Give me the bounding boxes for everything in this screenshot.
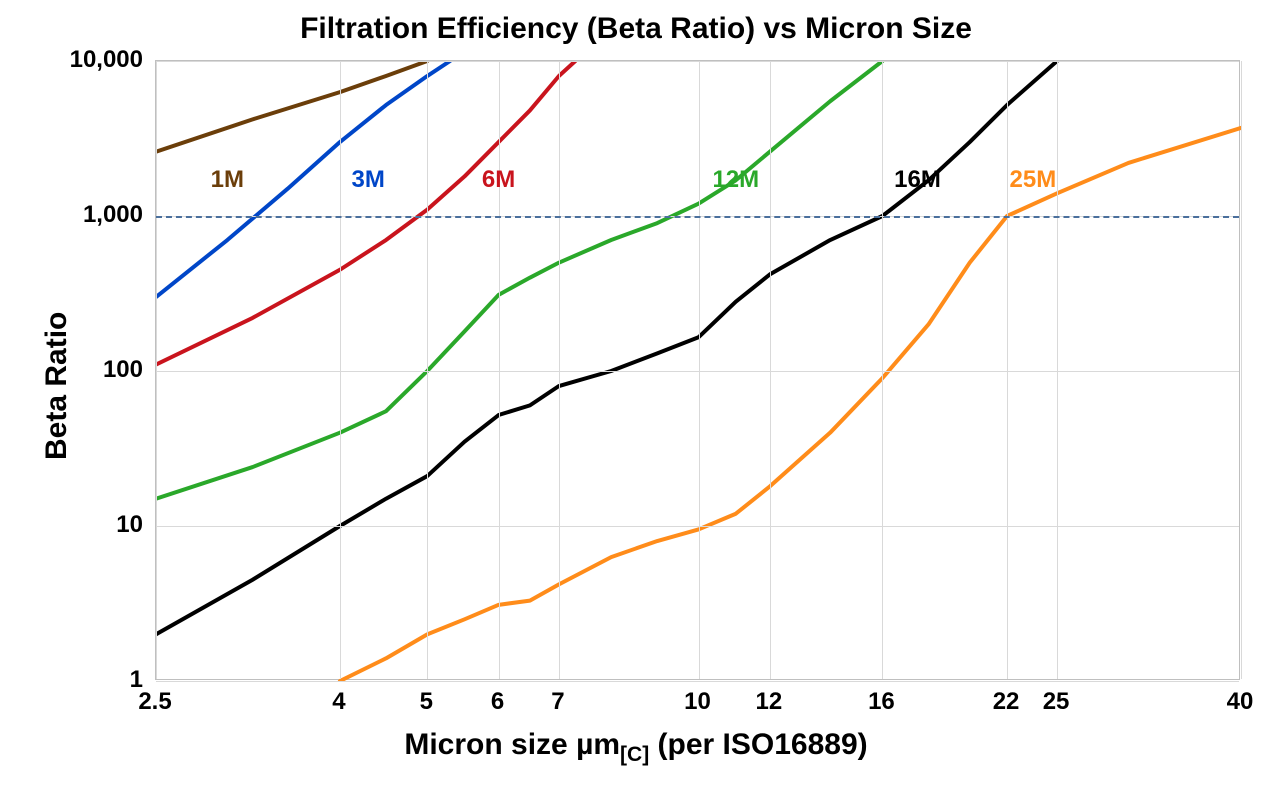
series-label-12M: 12M xyxy=(712,166,759,194)
grid-line-v xyxy=(1057,61,1058,679)
grid-line-v xyxy=(770,61,771,679)
x-tick-label: 2.5 xyxy=(138,688,171,716)
x-axis-title: Micron size µm[C] (per ISO16889) xyxy=(0,728,1272,767)
grid-line-v xyxy=(1241,61,1242,679)
grid-line-h xyxy=(156,371,1239,372)
series-label-16M: 16M xyxy=(894,166,941,194)
plot-area: 1M 3M 6M 12M 16M 25M xyxy=(155,60,1240,680)
grid-line-v xyxy=(1007,61,1008,679)
x-tick-label: 16 xyxy=(868,688,895,716)
series-line-3M xyxy=(156,61,450,297)
chart-title: Filtration Efficiency (Beta Ratio) vs Mi… xyxy=(0,12,1272,46)
series-line-12M xyxy=(156,61,882,499)
x-tick-label: 12 xyxy=(755,688,782,716)
grid-line-v xyxy=(499,61,500,679)
y-tick-label: 100 xyxy=(53,356,143,384)
x-tick-label: 5 xyxy=(420,688,433,716)
series-label-3M: 3M xyxy=(352,166,385,194)
series-label-1M: 1M xyxy=(211,166,244,194)
y-tick-label: 1,000 xyxy=(53,201,143,229)
grid-line-v xyxy=(427,61,428,679)
reference-line xyxy=(156,216,1239,218)
series-line-16M xyxy=(156,61,1057,634)
grid-line-v xyxy=(882,61,883,679)
grid-line-v xyxy=(559,61,560,679)
y-axis-title: Beta Ratio xyxy=(40,312,74,460)
x-tick-label: 25 xyxy=(1043,688,1070,716)
chart-container: { "chart": { "type": "line", "title": "F… xyxy=(0,0,1272,790)
grid-line-v xyxy=(699,61,700,679)
x-tick-label: 40 xyxy=(1227,688,1254,716)
grid-line-h xyxy=(156,526,1239,527)
grid-line-h xyxy=(156,681,1239,682)
x-tick-label: 7 xyxy=(551,688,564,716)
y-tick-label: 10 xyxy=(53,511,143,539)
y-tick-label: 10,000 xyxy=(53,46,143,74)
grid-line-v xyxy=(156,61,157,679)
grid-line-v xyxy=(340,61,341,679)
x-tick-label: 22 xyxy=(993,688,1020,716)
series-line-6M xyxy=(156,61,575,365)
x-tick-label: 10 xyxy=(684,688,711,716)
series-line-25M xyxy=(340,128,1241,681)
x-tick-label: 6 xyxy=(491,688,504,716)
y-tick-label: 1 xyxy=(53,666,143,694)
series-label-25M: 25M xyxy=(1010,166,1057,194)
x-tick-label: 4 xyxy=(332,688,345,716)
grid-line-h xyxy=(156,61,1239,62)
series-label-6M: 6M xyxy=(482,166,515,194)
